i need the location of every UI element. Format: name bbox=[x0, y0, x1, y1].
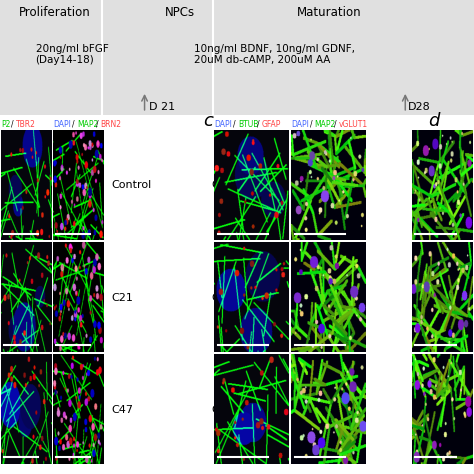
Text: C47: C47 bbox=[211, 405, 233, 415]
Bar bbox=[0, 21, 474, 115]
Text: MAP2: MAP2 bbox=[77, 120, 98, 129]
Text: C21: C21 bbox=[211, 292, 233, 303]
Text: D 21: D 21 bbox=[149, 101, 175, 112]
Text: C: C bbox=[430, 292, 438, 303]
Text: GFAP: GFAP bbox=[262, 120, 281, 129]
Text: c: c bbox=[204, 112, 213, 130]
Text: NPCs: NPCs bbox=[165, 6, 195, 19]
Text: /: / bbox=[11, 120, 14, 129]
Text: C47: C47 bbox=[111, 405, 133, 415]
Text: C21: C21 bbox=[111, 292, 133, 303]
Text: d: d bbox=[428, 112, 439, 130]
Text: Control: Control bbox=[111, 180, 152, 190]
Text: TBR2: TBR2 bbox=[16, 120, 36, 129]
Text: DAPI: DAPI bbox=[53, 120, 71, 129]
Text: MAP2: MAP2 bbox=[315, 120, 336, 129]
Text: /: / bbox=[310, 120, 313, 129]
Text: Proliferation: Proliferation bbox=[18, 6, 91, 19]
Text: BTUB: BTUB bbox=[238, 120, 258, 129]
Text: DAPI: DAPI bbox=[214, 120, 232, 129]
Text: /: / bbox=[257, 120, 260, 129]
Text: P2: P2 bbox=[1, 120, 11, 129]
Text: 10ng/ml BDNF, 10ng/ml GDNF,
20uM db-cAMP, 200uM AA: 10ng/ml BDNF, 10ng/ml GDNF, 20uM db-cAMP… bbox=[194, 44, 356, 65]
Text: D28: D28 bbox=[408, 101, 430, 112]
Text: BRN2: BRN2 bbox=[100, 120, 121, 129]
Text: /: / bbox=[72, 120, 75, 129]
Bar bbox=[0, 0, 474, 21]
Text: /: / bbox=[233, 120, 236, 129]
Text: Cont: Cont bbox=[430, 180, 456, 190]
Text: C: C bbox=[430, 405, 438, 415]
Text: DAPI: DAPI bbox=[291, 120, 309, 129]
Text: Maturation: Maturation bbox=[297, 6, 362, 19]
Text: Control: Control bbox=[211, 180, 251, 190]
Text: vGLUT1: vGLUT1 bbox=[338, 120, 367, 129]
Text: /: / bbox=[96, 120, 99, 129]
Text: 20ng/ml bFGF
(Day14-18): 20ng/ml bFGF (Day14-18) bbox=[36, 44, 108, 65]
Text: /: / bbox=[334, 120, 337, 129]
